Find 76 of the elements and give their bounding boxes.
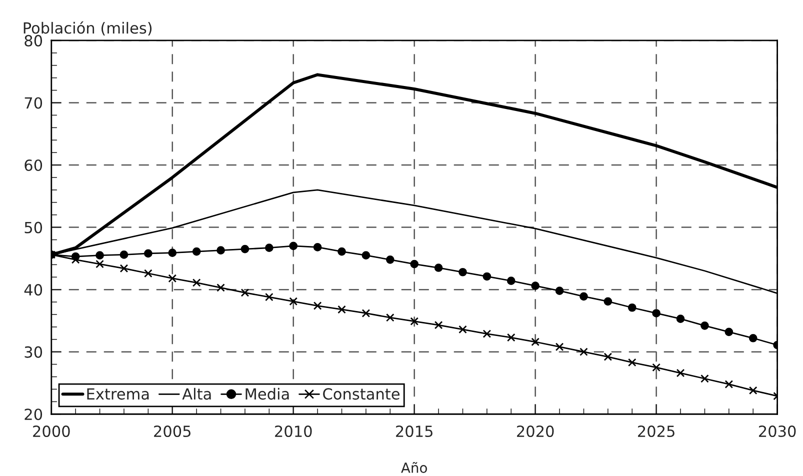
point bbox=[192, 247, 201, 256]
point bbox=[482, 330, 492, 338]
point bbox=[458, 268, 467, 276]
y-tick-label: 80 bbox=[24, 34, 42, 46]
point bbox=[96, 251, 104, 260]
y-tick-label: 40 bbox=[24, 284, 42, 296]
point bbox=[555, 286, 564, 295]
point bbox=[724, 380, 734, 388]
point bbox=[216, 246, 225, 254]
legend-label: Alta bbox=[182, 388, 211, 400]
x-tick-label: 2005 bbox=[154, 426, 190, 438]
legend-label: Constante bbox=[323, 388, 400, 400]
point bbox=[700, 374, 709, 383]
x-tick-label: 2020 bbox=[517, 426, 554, 438]
point bbox=[652, 363, 660, 372]
point bbox=[458, 325, 467, 334]
legend-label: Media bbox=[246, 388, 289, 400]
point bbox=[289, 242, 298, 250]
point bbox=[482, 272, 492, 281]
point bbox=[386, 313, 394, 322]
point bbox=[434, 264, 443, 272]
point bbox=[168, 248, 177, 257]
point bbox=[265, 292, 274, 302]
point bbox=[338, 305, 346, 314]
x-tick-label: 2000 bbox=[33, 426, 70, 438]
point bbox=[265, 244, 274, 252]
y-axis-title: Población (miles) bbox=[24, 21, 152, 36]
x-tick-label: 2015 bbox=[396, 426, 432, 438]
y-tick-label: 20 bbox=[24, 408, 42, 420]
x-tick-label: 2010 bbox=[275, 426, 312, 438]
point bbox=[748, 386, 758, 395]
point bbox=[386, 256, 394, 264]
point bbox=[652, 309, 660, 318]
point bbox=[580, 292, 588, 301]
point bbox=[700, 322, 709, 330]
point bbox=[604, 297, 612, 306]
point bbox=[120, 250, 128, 259]
point bbox=[144, 249, 152, 258]
point bbox=[362, 251, 370, 260]
point bbox=[410, 260, 419, 268]
point bbox=[434, 320, 443, 330]
point bbox=[748, 334, 758, 342]
point bbox=[313, 302, 322, 310]
x-axis-title: Año bbox=[401, 462, 427, 473]
point bbox=[531, 338, 540, 346]
point bbox=[628, 303, 636, 312]
point bbox=[628, 358, 636, 367]
point bbox=[676, 368, 685, 378]
point bbox=[676, 314, 685, 324]
point bbox=[362, 309, 370, 318]
y-tick-label: 30 bbox=[24, 346, 42, 358]
point bbox=[724, 328, 734, 336]
point bbox=[313, 243, 322, 252]
point bbox=[192, 278, 201, 287]
point bbox=[604, 352, 612, 361]
point bbox=[555, 342, 564, 352]
x-tick-label: 2030 bbox=[758, 426, 796, 438]
point bbox=[168, 274, 177, 283]
y-tick-label: 60 bbox=[24, 159, 42, 172]
point bbox=[120, 264, 128, 273]
point bbox=[240, 288, 250, 297]
y-tick-label: 50 bbox=[24, 222, 42, 234]
point bbox=[506, 276, 516, 286]
y-tick-label: 70 bbox=[24, 97, 42, 109]
point bbox=[216, 284, 225, 292]
legend-label: Extrema bbox=[87, 388, 149, 400]
x-tick-label: 2025 bbox=[638, 426, 674, 438]
point bbox=[338, 247, 346, 256]
point bbox=[289, 297, 298, 306]
point bbox=[240, 244, 250, 254]
point bbox=[506, 333, 516, 342]
point bbox=[531, 282, 540, 290]
point bbox=[580, 348, 588, 356]
point bbox=[144, 269, 152, 278]
point bbox=[410, 317, 419, 326]
point bbox=[96, 260, 104, 268]
